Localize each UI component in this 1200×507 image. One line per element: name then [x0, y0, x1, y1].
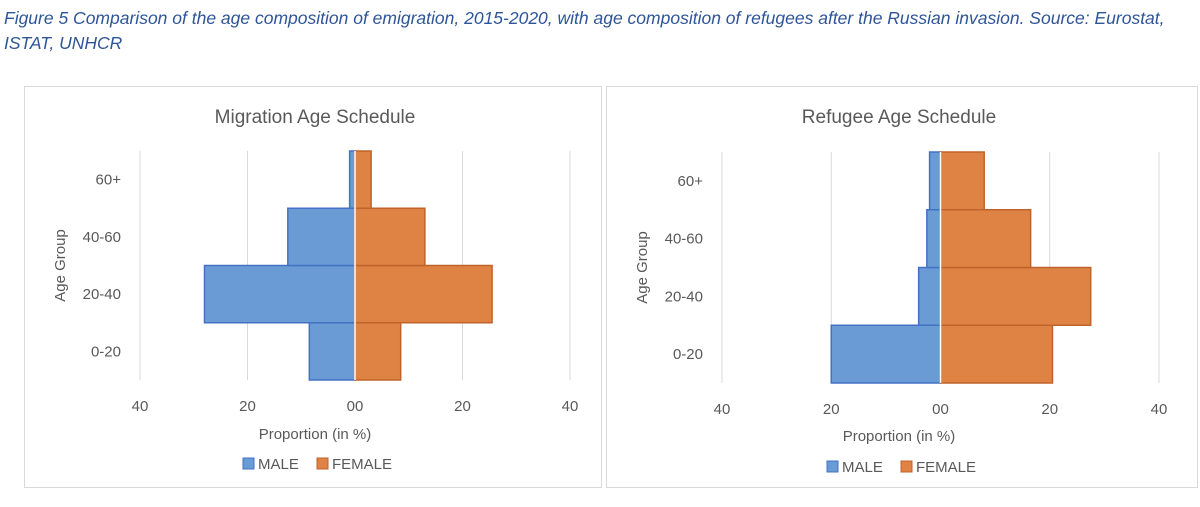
- refugee-x-tick-label: 40: [714, 401, 731, 418]
- figure-caption: Figure 5 Comparison of the age compositi…: [4, 8, 1165, 53]
- migration-bar-female-20-40: [354, 264, 493, 324]
- refugee-legend-male-label: MALE: [842, 459, 883, 476]
- migration-bar-male-60+: [348, 150, 356, 209]
- migration-y-tick-label: 0-20: [91, 343, 121, 360]
- migration-x-tick-label: 40: [562, 398, 579, 415]
- migration-title: Migration Age Schedule: [215, 107, 416, 128]
- migration-legend-male-swatch: [242, 457, 255, 470]
- refugee-bar-male-60+: [928, 151, 942, 211]
- migration-legend-female-label: FEMALE: [332, 456, 392, 473]
- refugee-bar-female-20-40: [939, 266, 1092, 326]
- refugee-legend-male-swatch: [826, 460, 839, 473]
- refugee-x-tick-label: 40: [1151, 401, 1168, 418]
- refugee-bar-male-40-60: [926, 209, 942, 269]
- migration-chart: Migration Age Schedule 40 20 00 20 40 0-20 20-4…: [52, 107, 579, 473]
- refugee-x-tick-label: 20: [823, 401, 840, 418]
- refugee-y-tick-label: 20-40: [665, 288, 703, 305]
- migration-bar-female-0-20: [354, 322, 402, 381]
- migration-x-tick-label: 20: [454, 398, 471, 415]
- migration-y-axis-label: Age Group: [52, 229, 69, 302]
- migration-legend-female-swatch: [316, 457, 329, 470]
- migration-x-tick-label: 20: [239, 398, 256, 415]
- migration-bar-male-40-60: [287, 207, 356, 267]
- refugee-bar-female-40-60: [939, 209, 1032, 269]
- refugee-x-tick-label: 20: [1041, 401, 1058, 418]
- migration-chart-panel: Migration Age Schedule 40 20 00 20 40 0-20 20-4…: [24, 86, 602, 488]
- refugee-bar-male-20-40: [917, 266, 942, 326]
- refugee-chart: Refugee Age Schedule 40 20 00 20 40 0-20 20-40 4…: [634, 107, 1168, 476]
- migration-y-tick-label: 40-60: [83, 229, 121, 246]
- refugee-title: Refugee Age Schedule: [802, 107, 996, 128]
- migration-x-tick-label: 40: [132, 398, 149, 415]
- refugee-y-axis-label: Age Group: [634, 231, 651, 304]
- refugee-y-tick-label: 40-60: [665, 231, 703, 248]
- refugee-bar-male-0-20: [830, 324, 942, 384]
- refugee-legend-female-swatch: [900, 460, 913, 473]
- migration-bar-male-20-40: [203, 264, 356, 324]
- migration-y-tick-label: 60+: [96, 172, 122, 189]
- refugee-bar-female-0-20: [939, 324, 1054, 384]
- migration-x-tick-label: 00: [347, 398, 364, 415]
- migration-legend-male-label: MALE: [258, 456, 299, 473]
- refugee-bar-female-60+: [939, 151, 985, 211]
- migration-bar-female-60+: [354, 150, 372, 209]
- refugee-chart-panel: Refugee Age Schedule 40 20 00 20 40 0-20 20-40 4…: [606, 86, 1198, 488]
- migration-y-tick-label: 20-40: [83, 286, 121, 303]
- migration-bar-female-40-60: [354, 207, 426, 267]
- refugee-y-tick-label: 60+: [678, 173, 704, 190]
- migration-x-axis-label: Proportion (in %): [259, 426, 372, 443]
- refugee-x-tick-label: 00: [932, 401, 949, 418]
- refugee-y-tick-label: 0-20: [673, 346, 703, 363]
- refugee-legend-female-label: FEMALE: [916, 459, 976, 476]
- refugee-x-axis-label: Proportion (in %): [843, 428, 956, 445]
- migration-bar-male-0-20: [308, 322, 356, 381]
